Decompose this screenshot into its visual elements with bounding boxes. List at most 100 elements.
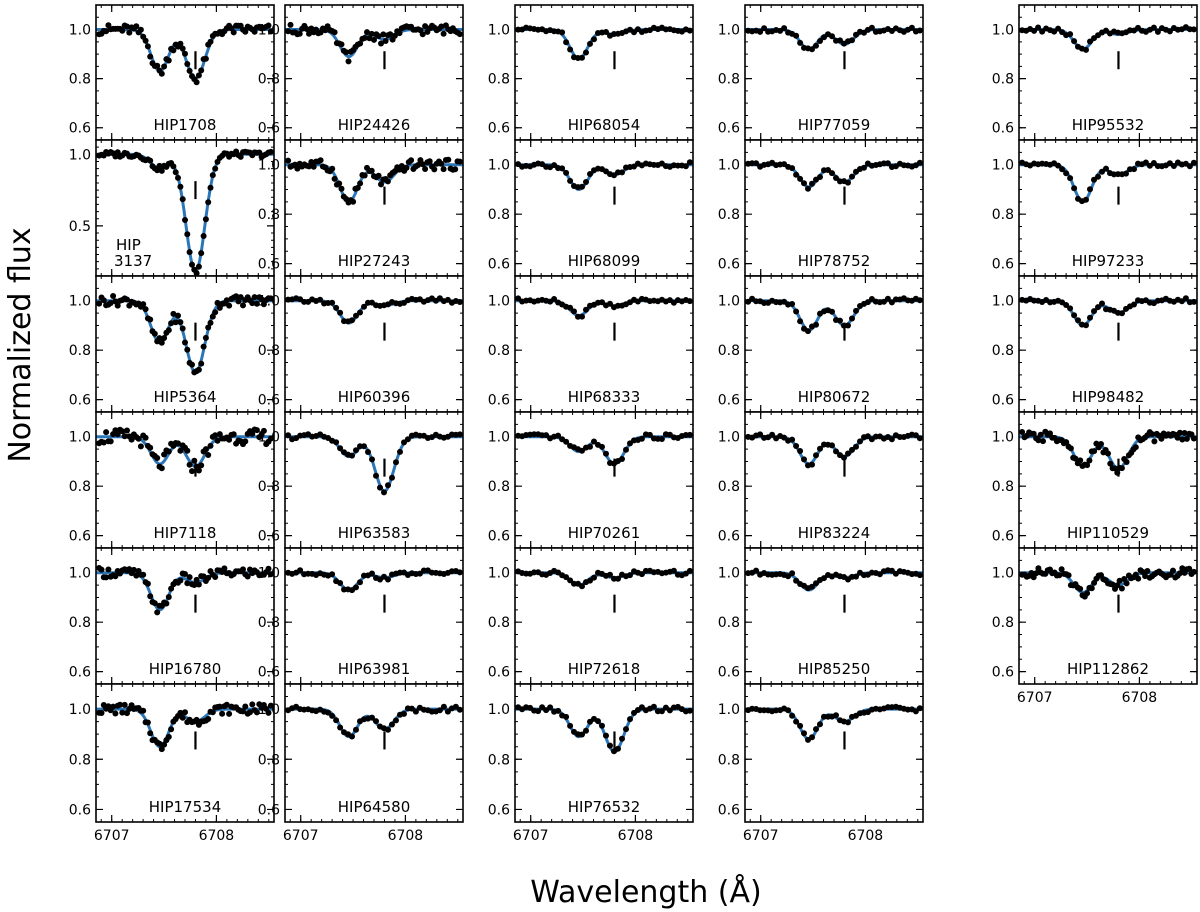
observed-flux-point [833,175,839,181]
observed-flux-point [256,149,263,156]
observed-flux-point [165,594,172,600]
x-tick-label: 6708 [388,828,424,844]
observed-flux-point [230,29,237,36]
y-tick-label: 0.8 [718,752,740,768]
observed-flux-point [1091,448,1098,455]
x-tick-label: 6708 [1122,690,1158,706]
y-tick-label: 0.6 [69,665,91,681]
y-tick-label: 1.0 [258,294,280,310]
y-tick-label: 0.6 [718,393,740,409]
observed-flux-point [817,445,823,452]
observed-flux-point [205,716,212,722]
observed-flux-point [1182,295,1189,302]
observed-flux-point [579,313,585,320]
y-tick-label: 1.0 [718,566,740,582]
y-tick-label: 0.6 [992,393,1014,409]
observed-flux-point [179,325,186,332]
observed-flux-point [1149,431,1156,438]
observed-flux-point [829,170,835,177]
observed-flux-point [184,61,191,67]
observed-flux-point [1035,24,1042,31]
y-tick-label: 0.8 [992,343,1014,359]
observed-flux-point [105,566,112,573]
observed-flux-point [1135,575,1142,582]
y-tick-label: 0.8 [69,72,91,88]
observed-flux-point [563,574,570,581]
panel-HIP64580: 6707 6708 0.6 0.8 1.0 HIP64580 [258,683,464,844]
y-tick-label: 1.0 [718,23,740,39]
y-tick-label: 1.0 [992,566,1014,582]
observed-flux-point [1083,46,1089,53]
observed-flux-point [331,175,338,182]
observed-flux-point [338,185,345,192]
observed-flux-point [813,580,819,587]
observed-flux-point [638,435,645,442]
y-tick-label: 0.8 [488,207,510,223]
observed-flux-point [124,23,130,30]
y-tick-label: 0.8 [488,752,510,768]
observed-flux-point [793,443,800,449]
observed-flux-point [559,165,566,172]
observed-flux-point [100,297,107,304]
observed-flux-point [267,435,274,442]
observed-flux-point [583,727,589,734]
y-tick-label: 1.0 [718,158,740,174]
observed-flux-point [619,456,625,462]
y-tick-label: 1.0 [488,430,510,446]
y-tick-label: 0.8 [718,615,740,631]
y-tick-label: 1.0 [258,23,280,39]
observed-flux-point [193,270,200,277]
observed-flux-point [154,62,161,69]
observed-flux-point [240,302,246,309]
observed-flux-point [114,149,121,156]
observed-flux-point [595,718,601,725]
observed-flux-point [1176,570,1183,577]
observed-flux-point [253,709,260,716]
observed-flux-point [396,30,403,37]
y-tick-label: 0.8 [992,615,1014,631]
y-tick-label: 0.5 [69,219,91,235]
y-tick-label: 1.0 [992,23,1014,39]
observed-flux-point [436,707,443,714]
observed-flux-point [797,39,804,46]
observed-flux-point [1056,572,1063,579]
y-tick-label: 0.8 [992,72,1014,88]
observed-flux-point [1190,298,1197,305]
observed-flux-point [349,452,355,459]
observed-flux-point [200,343,207,350]
panel-HIP80672: 0.6 0.8 1.0 HIP80672 [718,275,924,413]
observed-flux-point [357,579,363,586]
observed-flux-point [809,461,815,468]
observed-flux-point [147,53,154,60]
y-tick-label: 1.0 [488,158,510,174]
star-label-line2: 3137 [114,252,152,270]
panel-HIP17534: 6707 6708 0.6 0.8 1.0 HIP17534 [69,683,275,844]
star-label: HIP64580 [338,798,410,816]
observed-flux-point [579,54,585,61]
y-tick-label: 1.0 [488,294,510,310]
observed-flux-point [317,296,324,303]
observed-flux-point [1107,460,1114,467]
observed-flux-point [456,158,463,165]
y-tick-label: 0.8 [718,207,740,223]
observed-flux-point [686,298,693,305]
observed-flux-point [1031,27,1038,34]
observed-flux-point [368,30,375,37]
observed-flux-point [813,726,819,733]
y-tick-label: 0.6 [992,257,1014,273]
observed-flux-point [1123,170,1129,177]
observed-flux-point [452,166,459,173]
observed-flux-point [212,165,219,172]
observed-flux-point [1154,28,1161,35]
observed-flux-point [438,160,445,167]
star-label: HIP78752 [798,252,870,270]
panel-HIP1708: 0.6 0.8 1.0 HIP1708 [69,4,275,141]
observed-flux-point [1132,444,1139,451]
observed-flux-point [308,159,315,165]
observed-flux-point [1067,31,1074,38]
observed-flux-point [817,721,823,728]
observed-flux-point [177,709,184,716]
panel-HIP63981: 0.6 0.8 1.0 HIP63981 [258,547,464,685]
panel-unlabeled: 6707 6708 0.6 0.8 1.0 [718,683,924,844]
observed-flux-point [1109,581,1116,588]
